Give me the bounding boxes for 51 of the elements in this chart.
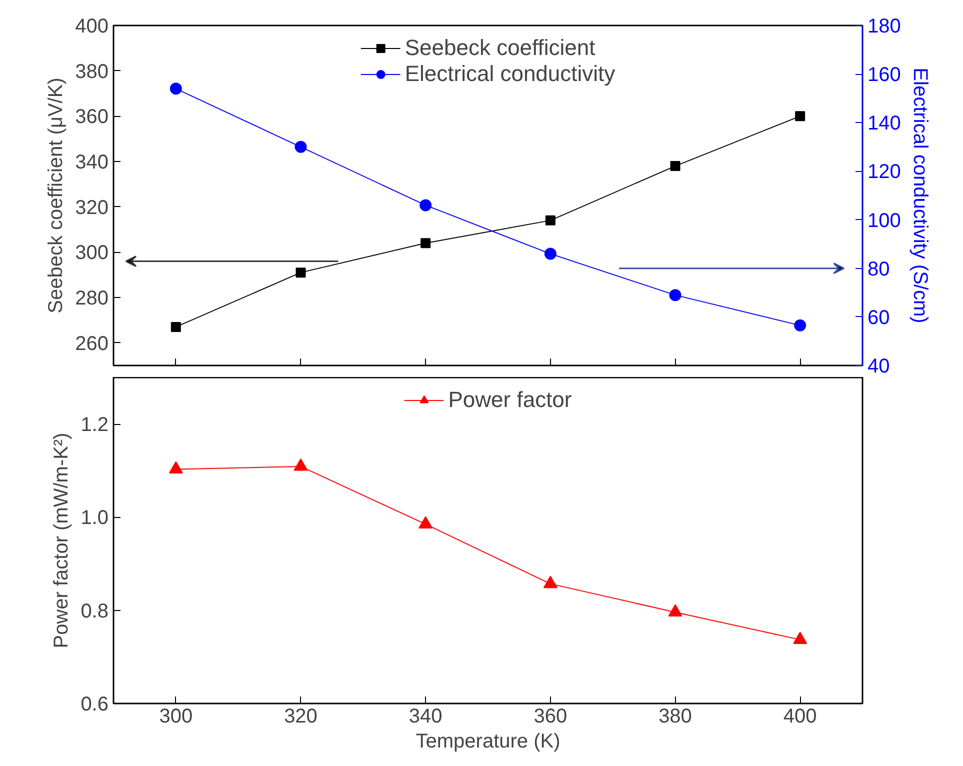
point	[795, 111, 806, 122]
x-tick-label: 340	[408, 706, 442, 728]
legend-label: Electrical conductivity	[404, 61, 616, 87]
point	[418, 516, 433, 528]
point	[420, 199, 432, 212]
y2-tick-label: 160	[868, 64, 901, 86]
x-tick-label: 300	[159, 706, 193, 728]
y-tick-label: 340	[75, 152, 109, 174]
y2-tick-label: 60	[868, 306, 890, 329]
point	[543, 576, 558, 588]
point	[544, 248, 556, 260]
y-axis-title: Power factor (mW/m-K²)	[50, 432, 73, 648]
x-tick-label: 320	[284, 706, 318, 728]
y2-axis-title: Electrical conductivity (S/cm)	[908, 68, 931, 324]
point	[670, 161, 680, 172]
y2-tick-label: 180	[868, 16, 901, 38]
legend-label: Power factor	[448, 387, 572, 413]
point	[294, 458, 308, 471]
point	[669, 289, 682, 302]
y-tick-label: 1.2	[80, 414, 109, 436]
y-axis-title: Seebeck coefficient (μV/K)	[45, 78, 68, 314]
y2-tick-label: 80	[868, 258, 890, 280]
point	[294, 140, 307, 153]
y-tick-label: 380	[75, 60, 109, 83]
legend-label: Seebeck coefficient	[404, 35, 596, 61]
y-tick-label: 400	[75, 16, 109, 38]
y-tick-label: 300	[75, 242, 109, 264]
y-tick-label: 0.6	[80, 694, 109, 716]
point	[668, 604, 682, 616]
point	[794, 319, 806, 332]
x-tick-label: 380	[658, 706, 692, 728]
point	[420, 238, 431, 248]
y-tick-label: 280	[75, 288, 109, 310]
y-tick-label: 360	[75, 106, 109, 128]
point	[170, 322, 181, 332]
y2-tick-label: 40	[868, 356, 890, 378]
y-tick-label: 0.8	[80, 600, 109, 622]
point	[545, 215, 556, 226]
y2-tick-label: 100	[868, 210, 901, 232]
y-tick-label: 320	[75, 196, 109, 219]
x-tick-label: 400	[783, 706, 817, 728]
point	[170, 82, 182, 95]
point	[793, 632, 808, 644]
x-axis-title: Temperature (K)	[416, 730, 560, 752]
y2-tick-label: 140	[868, 112, 901, 135]
y-tick-label: 260	[75, 332, 109, 355]
point	[296, 268, 306, 278]
point	[168, 461, 183, 474]
x-tick-label: 360	[534, 706, 568, 728]
y2-tick-label: 120	[868, 161, 901, 184]
y-tick-label: 1.0	[80, 507, 109, 530]
